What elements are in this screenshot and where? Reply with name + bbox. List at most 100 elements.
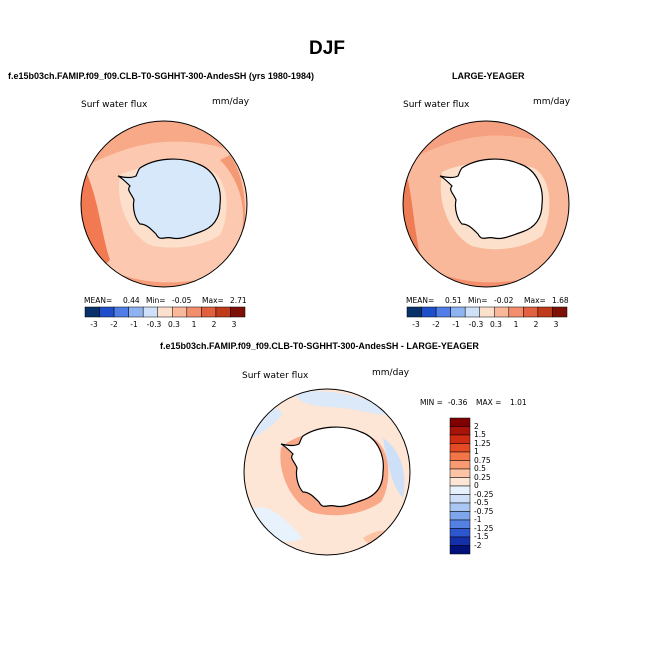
panel2-caption: LARGE-YEAGER (452, 71, 525, 81)
colorbar-swatch (449, 502, 471, 512)
diff-variable-label: Surf water flux (242, 371, 309, 381)
panel2-mean-value: 0.51 (445, 296, 462, 305)
colorbar-swatch (201, 306, 217, 318)
diff-colorbar-label: 0 (474, 481, 479, 490)
diff-min-value: -0.36 (448, 398, 468, 407)
diff-field-blue-east (383, 438, 405, 498)
diff-colorbar-label: -0.25 (474, 489, 494, 499)
diff-field-blue-southwest (253, 507, 303, 542)
panel2-colorbar-tick: -3 (412, 320, 420, 329)
diff-colorbar-label: -0.75 (474, 506, 494, 516)
colorbar-swatch (99, 306, 115, 318)
colorbar-swatch (449, 468, 471, 478)
colorbar-swatch (449, 460, 471, 470)
panel2-colorbar-tick: 3 (553, 320, 559, 329)
panel2-variable-label: Surf water flux (403, 100, 470, 110)
colorbar-swatch (449, 443, 471, 453)
diff-colorbar-label: 1 (474, 447, 479, 456)
colorbar-swatch (435, 306, 451, 318)
colorbar-swatch (84, 306, 100, 318)
colorbar-swatch (113, 306, 129, 318)
colorbar-swatch (186, 306, 202, 318)
diff-colorbar-label: -2 (474, 540, 482, 550)
colorbar-swatch (128, 306, 144, 318)
colorbar-swatch (172, 306, 188, 318)
panel2-min-label: Min= (468, 296, 488, 305)
panel1-map-border (80, 120, 248, 288)
panel1-mean-value: 0.44 (123, 296, 140, 305)
panel1-colorbar-tick: 1 (191, 320, 197, 329)
panel1-min-label: Min= (146, 296, 166, 305)
colorbar-swatch (464, 306, 480, 318)
panel1-colorbar-tick: -3 (90, 320, 98, 329)
panel1-antarctica (117, 158, 221, 240)
panel2-mean-label: MEAN= (406, 296, 435, 305)
colorbar-swatch (449, 434, 471, 444)
panel2-map (402, 120, 570, 288)
colorbar-swatch (230, 306, 246, 318)
colorbar-swatch (449, 417, 471, 427)
colorbar-swatch (449, 477, 471, 487)
panel1-colorbar-tick: -1 (130, 320, 138, 329)
panel2-max-value: 1.68 (552, 296, 569, 305)
diff-colorbar-label: -1.25 (474, 523, 494, 533)
colorbar-swatch (449, 485, 471, 495)
panel2-antarctica (439, 158, 543, 240)
panel2-colorbar (406, 306, 568, 318)
colorbar-swatch (508, 306, 524, 318)
colorbar-swatch (449, 451, 471, 461)
diff-map (243, 388, 411, 556)
colorbar-swatch (479, 306, 495, 318)
diff-min-label: MIN = (420, 398, 443, 407)
panel1-caption: f.e15b03ch.FAMIP.f09_f09.CLB-T0-SGHHT-30… (8, 71, 314, 81)
diff-colorbar-label: 1.25 (474, 438, 491, 448)
diff-colorbar-label: -1 (474, 515, 482, 524)
page-title: DJF (309, 38, 345, 59)
diff-colorbar-label: 1.5 (474, 430, 486, 439)
panel2-colorbar-tick: -0.3 (468, 320, 484, 329)
colorbar-swatch (450, 306, 466, 318)
panel2-map-border (402, 120, 570, 288)
colorbar-swatch (449, 528, 471, 538)
panel2-colorbar-tick: -1 (452, 320, 460, 329)
panel2-max-label: Max= (524, 296, 546, 305)
diff-colorbar-label: 0.25 (474, 472, 491, 482)
panel1-max-label: Max= (202, 296, 224, 305)
panel1-map (80, 120, 248, 288)
panel1-colorbar-tick: -2 (110, 320, 118, 329)
colorbar-swatch (157, 306, 173, 318)
panel2-colorbar-tick: 2 (533, 320, 539, 329)
panel1-min-value: -0.05 (172, 296, 192, 305)
colorbar-swatch (406, 306, 422, 318)
diff-colorbar-label: -1.5 (474, 532, 489, 541)
diff-map-border (243, 388, 411, 556)
panel1-colorbar-tick: 3 (231, 320, 237, 329)
panel1-mean-label: MEAN= (84, 296, 113, 305)
diff-colorbar (449, 417, 471, 555)
colorbar-swatch (449, 426, 471, 436)
diff-antarctica (280, 426, 384, 508)
panel2-colorbar-tick: 1 (513, 320, 519, 329)
colorbar-swatch (552, 306, 568, 318)
panel1-max-value: 2.71 (230, 296, 247, 305)
panel2-units-label: mm/day (533, 97, 571, 107)
panel1-colorbar (84, 306, 246, 318)
diff-colorbar-label: 0.75 (474, 455, 491, 465)
colorbar-swatch (449, 511, 471, 521)
diff-field-blue-north (293, 391, 393, 415)
diff-colorbar-label: 0.5 (474, 464, 486, 473)
colorbar-swatch (449, 519, 471, 529)
diff-max-value: 1.01 (510, 398, 527, 407)
colorbar-swatch (215, 306, 231, 318)
panel1-units-label: mm/day (212, 97, 250, 107)
panel2-colorbar-tick: 0.3 (490, 320, 502, 329)
colorbar-swatch (537, 306, 553, 318)
diff-colorbar-label: -0.5 (474, 498, 489, 507)
panel1-colorbar-tick: 2 (211, 320, 217, 329)
colorbar-swatch (494, 306, 510, 318)
colorbar-swatch (421, 306, 437, 318)
diff-caption: f.e15b03ch.FAMIP.f09_f09.CLB-T0-SGHHT-30… (160, 341, 479, 351)
colorbar-swatch (142, 306, 158, 318)
panel1-field-east (220, 155, 246, 240)
colorbar-swatch (449, 536, 471, 546)
